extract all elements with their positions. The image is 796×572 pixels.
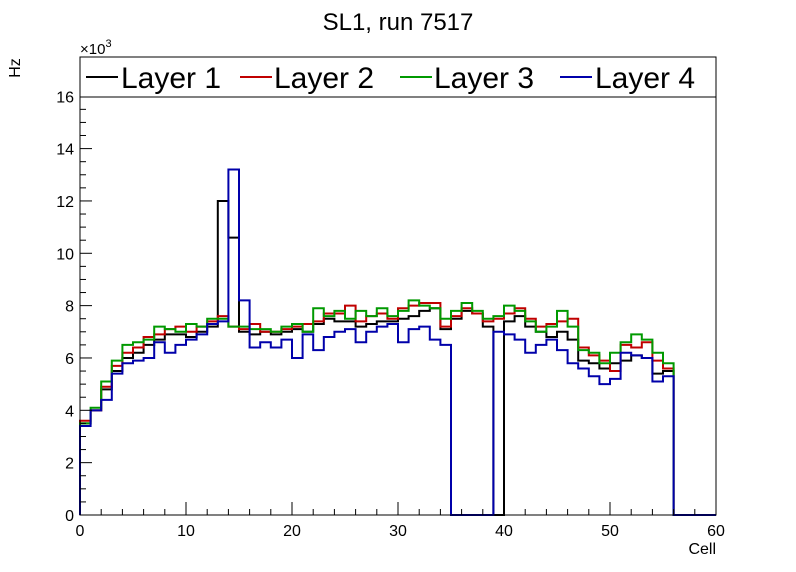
x-axis-label: Cell <box>688 541 716 558</box>
y-tick-label: 8 <box>65 299 74 316</box>
x-tick-label: 50 <box>601 523 619 540</box>
legend-label-layer-3: Layer 3 <box>434 62 534 95</box>
x-axis-ticks: 0 10 20 30 40 50 60 <box>76 502 725 540</box>
y-tick-label: 16 <box>56 89 74 106</box>
y-multiplier-label: ×103 <box>80 38 112 58</box>
y-tick-label: 0 <box>65 508 74 525</box>
legend-label-layer-4: Layer 4 <box>595 62 695 95</box>
y-tick-label: 14 <box>56 142 74 159</box>
x-tick-label: 40 <box>495 523 513 540</box>
y-axis-ticks: 0 2 4 6 8 10 12 14 16 <box>56 56 92 525</box>
y-tick-label: 10 <box>56 246 74 263</box>
legend-box <box>79 56 717 98</box>
y-multiplier-exponent: 3 <box>105 38 111 50</box>
legend-label-layer-1: Layer 1 <box>121 62 221 95</box>
x-tick-label: 30 <box>389 523 407 540</box>
y-tick-label: 6 <box>65 351 74 368</box>
legend-item-layer-4: Layer 4 <box>560 62 695 95</box>
y-tick-label: 12 <box>56 194 74 211</box>
y-tick-label: 4 <box>65 403 74 420</box>
y-axis-label: Hz <box>7 58 24 78</box>
y-multiplier-base: ×10 <box>80 41 105 58</box>
legend-item-layer-1: Layer 1 <box>86 62 221 95</box>
plot-frame <box>79 56 717 516</box>
legend-item-layer-2: Layer 2 <box>240 62 374 95</box>
x-tick-label: 10 <box>177 523 195 540</box>
legend-label-layer-2: Layer 2 <box>274 62 374 95</box>
x-tick-label: 20 <box>283 523 301 540</box>
series-layer-3 <box>79 299 716 516</box>
chart-title: SL1, run 7517 <box>323 9 474 36</box>
y-tick-label: 2 <box>65 456 74 473</box>
legend-item-layer-3: Layer 3 <box>400 62 534 95</box>
x-tick-label: 0 <box>76 523 85 540</box>
legend: Layer 1 Layer 2 Layer 3 Layer 4 <box>79 56 717 98</box>
series-layer-4 <box>79 168 716 516</box>
plot-series <box>79 168 716 516</box>
x-tick-label: 60 <box>707 523 725 540</box>
